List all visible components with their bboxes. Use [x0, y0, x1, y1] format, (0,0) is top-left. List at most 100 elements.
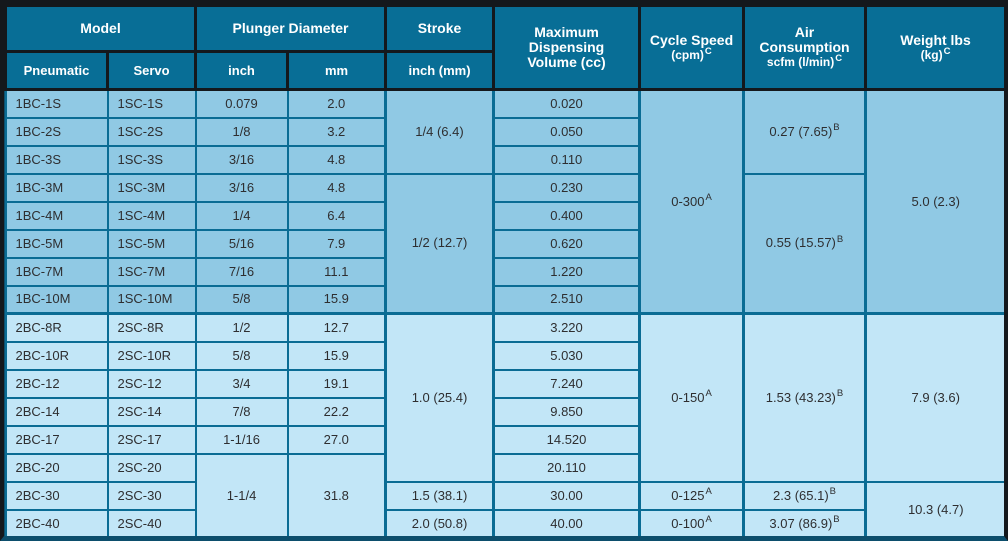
cell-text: 11.1 — [324, 263, 349, 279]
model-cell: 1SC-4M — [106, 200, 197, 231]
column-header-air-consumption-scfm-l-min: Air Consumption scfm (l/min)C — [742, 4, 868, 91]
cell-text: 40.00 — [550, 515, 583, 531]
cell-text: 5.0 (2.3) — [911, 193, 960, 209]
model-cell: 2SC-40 — [106, 508, 197, 536]
spec-cell: 2.510 — [492, 284, 642, 315]
cell-text: 1.0 (25.4) — [411, 389, 468, 405]
subheader-pneumatic: Pneumatic — [4, 50, 109, 91]
table-row: 1BC-1S 1SC-1S 0.079 2.0 1/4 (6.4) 0.020 0-300A… — [4, 88, 1004, 315]
cell-text: 2SC-40 — [117, 515, 162, 531]
table-row: 2BC-12 2SC-12 3/4 19.1 7.240 — [4, 368, 1005, 399]
spec-cell: 1-1/4 — [194, 452, 289, 536]
model-cell: 2BC-30 — [4, 480, 109, 511]
cell-text: 1BC-3M — [15, 179, 64, 195]
spec-cell: 5/8 — [194, 284, 289, 315]
spec-cell: 15.9 — [286, 340, 388, 371]
table-row: 2BC-30 2SC-30 1.5 (38.1) 30.00 0-125A 2.3 (65… — [4, 480, 1004, 536]
cell-text: 3.220 — [550, 319, 583, 335]
cell-text: 3/16 — [228, 151, 255, 167]
cell-text: 4.8 — [327, 179, 346, 195]
spec-cell: 3.220 — [492, 312, 642, 343]
column-header-weight-lbs-kg: Weight lbs (kg)C — [864, 4, 1004, 91]
model-cell: 2SC-12 — [106, 368, 197, 399]
spec-cell: 5/16 — [194, 228, 289, 259]
spec-cell: 1.5 (38.1) — [384, 480, 496, 511]
spec-cell: 19.1 — [286, 368, 388, 399]
cell-text: 10.3 (4.7) — [907, 501, 964, 517]
model-cell: 1SC-2S — [106, 116, 197, 147]
model-cell: 2SC-14 — [106, 396, 197, 427]
table-row: 2BC-20 2SC-20 1-1/4 31.8 20.110 — [4, 452, 1005, 536]
model-cell: 2BC-14 — [4, 396, 109, 427]
cell-text: Volume (cc) — [527, 54, 606, 70]
cell-text: 1SC-2S — [117, 123, 164, 139]
cell-text: 7.240 — [550, 375, 583, 391]
spec-cell: 1-1/16 — [194, 424, 289, 455]
spec-cell: 40.00 — [492, 508, 642, 536]
spec-cell: 0.050 — [492, 116, 642, 147]
table-row: 1BC-2S 1SC-2S 1/8 3.2 0.050 — [4, 116, 1005, 147]
cell-text: 1.53 (43.23)B — [765, 388, 844, 405]
table-row: 2BC-17 2SC-17 1-1/16 27.0 14.520 — [4, 424, 1005, 455]
cell-text: 0.230 — [550, 179, 583, 195]
cell-text: 1SC-1S — [117, 95, 164, 111]
spec-cell: 0.230 — [492, 172, 642, 203]
cell-text: 1BC-4M — [15, 207, 64, 223]
spec-cell: 7.240 — [492, 368, 642, 399]
spec-cell: 2.0 — [286, 88, 388, 119]
cell-text: scfm (l/min)C — [766, 53, 843, 69]
table-row: 2BC-40 2SC-40 2.0 (50.8) 40.00 0-100A 3.07 (8… — [4, 508, 1005, 536]
cell-text: 7/8 — [232, 403, 251, 419]
spec-cell: 0.079 — [194, 88, 289, 119]
cell-text: 7.9 — [327, 235, 346, 251]
cell-text: mm — [324, 63, 349, 78]
cell-text: 1/4 — [232, 207, 251, 223]
cell-text: 3/16 — [228, 179, 255, 195]
cell-text: 1.5 (38.1) — [411, 487, 468, 503]
spec-cell: 0.400 — [492, 200, 642, 231]
cell-text: 7/16 — [228, 263, 255, 279]
footnote-marker: C — [704, 45, 712, 57]
cell-text: 1/2 — [232, 319, 251, 335]
spec-cell: 2.0 (50.8) — [384, 508, 496, 536]
cell-text: 2BC-17 — [15, 431, 60, 447]
model-cell: 1BC-5M — [4, 228, 109, 259]
spec-cell: 15.9 — [286, 284, 388, 315]
cell-text: 0.050 — [550, 123, 583, 139]
model-cell: 1BC-4M — [4, 200, 109, 231]
cell-text: 1SC-10M — [117, 291, 173, 307]
cell-text: 1-1/4 — [226, 487, 257, 503]
cell-text: 1SC-5M — [117, 235, 166, 251]
spec-cell: 31.8 — [286, 452, 388, 536]
spec-cell: 3.07 (86.9)B — [742, 508, 868, 536]
spec-cell: 1.53 (43.23)B — [742, 312, 868, 483]
model-cell: 2SC-8R — [106, 312, 197, 343]
column-header-stroke: Stroke — [384, 4, 496, 53]
cell-text: 0.110 — [550, 151, 583, 167]
cell-text: 2BC-12 — [15, 375, 60, 391]
cell-text: 4.8 — [327, 151, 346, 167]
spec-cell: 1/4 — [194, 200, 289, 231]
cell-text: 7.9 (3.6) — [911, 389, 960, 405]
cell-text: 19.1 — [323, 375, 349, 391]
model-cell: 1BC-3S — [4, 144, 109, 175]
cell-text: (kg)C — [920, 45, 951, 62]
spec-cell: 0-100A — [638, 508, 746, 536]
cell-text: Model — [80, 20, 121, 36]
model-cell: 1SC-10M — [106, 284, 197, 315]
footnote-marker: C — [943, 45, 951, 57]
spec-cell: 1.0 (25.4) — [384, 312, 496, 483]
cell-text: 2BC-8R — [15, 319, 62, 335]
model-cell: 2BC-20 — [4, 452, 109, 483]
cell-text: 5/8 — [232, 347, 251, 363]
cell-text: Servo — [133, 63, 170, 78]
table-row: 1BC-5M 1SC-5M 5/16 7.9 0.620 — [4, 228, 1005, 259]
spec-cell: 0.27 (7.65)B — [742, 88, 868, 175]
cell-text: 1/2 (12.7) — [411, 235, 468, 251]
cell-text: 6.4 — [327, 207, 346, 223]
spec-cell: 1/2 (12.7) — [384, 172, 496, 315]
cell-text: 3.2 — [327, 123, 346, 139]
cell-text: 1BC-3S — [15, 151, 62, 167]
spec-cell: 7.9 — [286, 228, 388, 259]
